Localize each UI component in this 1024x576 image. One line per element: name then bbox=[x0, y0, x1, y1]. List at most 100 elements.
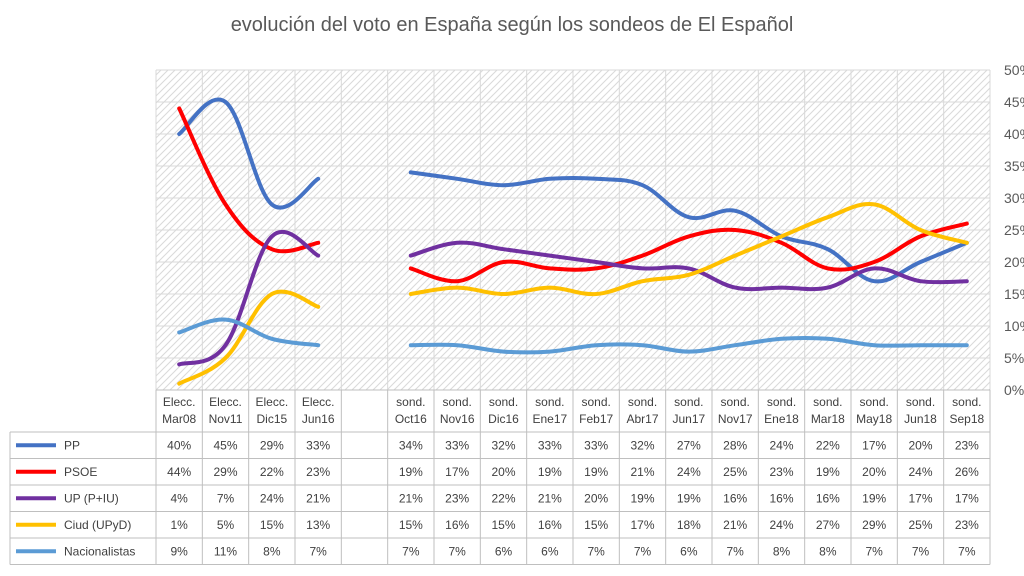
data-label: 7% bbox=[217, 491, 235, 505]
category-label-top: sond. bbox=[767, 395, 796, 409]
category-label-top: sond. bbox=[859, 395, 888, 409]
y-tick-label: 30% bbox=[1004, 190, 1024, 206]
data-label: 9% bbox=[170, 544, 188, 558]
data-label: 7% bbox=[587, 544, 605, 558]
data-label: 19% bbox=[399, 465, 423, 479]
data-label: 21% bbox=[630, 465, 654, 479]
data-label: 22% bbox=[260, 465, 284, 479]
data-label: 45% bbox=[213, 438, 237, 452]
category-label-top: Elecc. bbox=[255, 395, 288, 409]
category-label-top: sond. bbox=[628, 395, 657, 409]
category-label-top: Elecc. bbox=[163, 395, 196, 409]
data-label: 22% bbox=[491, 491, 515, 505]
legend-label: PSOE bbox=[64, 465, 97, 479]
data-label: 18% bbox=[677, 518, 701, 532]
category-label-bottom: Dic15 bbox=[256, 412, 287, 426]
category-label-top: sond. bbox=[581, 395, 610, 409]
data-label: 21% bbox=[399, 491, 423, 505]
data-label: 20% bbox=[584, 491, 608, 505]
data-label: 15% bbox=[491, 518, 515, 532]
series-line-pp bbox=[177, 97, 321, 210]
data-label: 33% bbox=[306, 438, 330, 452]
data-label: 17% bbox=[445, 465, 469, 479]
category-label-bottom: Nov16 bbox=[440, 412, 475, 426]
y-tick-label: 5% bbox=[1004, 350, 1024, 366]
data-label: 29% bbox=[213, 465, 237, 479]
y-tick-label: 35% bbox=[1004, 158, 1024, 174]
data-label: 19% bbox=[630, 491, 654, 505]
data-label: 7% bbox=[448, 544, 466, 558]
category-label-bottom: Abr17 bbox=[626, 412, 658, 426]
chart-title: evolución del voto en España según los s… bbox=[230, 14, 794, 36]
data-label: 7% bbox=[726, 544, 744, 558]
category-label-bottom: Sep18 bbox=[949, 412, 984, 426]
data-label: 17% bbox=[955, 491, 979, 505]
data-label: 25% bbox=[908, 518, 932, 532]
data-label: 16% bbox=[769, 491, 793, 505]
series-line-ciud-upyd bbox=[408, 202, 969, 297]
y-tick-label: 40% bbox=[1004, 126, 1024, 142]
data-label: 24% bbox=[908, 465, 932, 479]
category-label-top: sond. bbox=[720, 395, 749, 409]
data-label: 21% bbox=[538, 491, 562, 505]
legend-label: Ciud (UPyD) bbox=[64, 518, 131, 532]
category-label-top: sond. bbox=[906, 395, 935, 409]
category-label-bottom: Feb17 bbox=[579, 412, 613, 426]
data-label: 26% bbox=[955, 465, 979, 479]
category-label-bottom: Mar18 bbox=[811, 412, 845, 426]
category-label-bottom: Ene17 bbox=[532, 412, 567, 426]
data-label: 25% bbox=[723, 465, 747, 479]
data-label: 7% bbox=[402, 544, 420, 558]
series-line-pp bbox=[408, 170, 969, 284]
category-label-bottom: Nov11 bbox=[209, 412, 243, 426]
data-label: 23% bbox=[769, 465, 793, 479]
data-label: 15% bbox=[399, 518, 423, 532]
data-label: 13% bbox=[306, 518, 330, 532]
data-label: 16% bbox=[538, 518, 562, 532]
category-label-bottom: Jun16 bbox=[302, 412, 335, 426]
series-line-up-p-iu bbox=[177, 229, 321, 367]
legend-label: Nacionalistas bbox=[64, 544, 135, 558]
category-label-bottom: Dic16 bbox=[488, 412, 519, 426]
data-label: 7% bbox=[309, 544, 327, 558]
data-label: 23% bbox=[955, 438, 979, 452]
y-tick-label: 45% bbox=[1004, 94, 1024, 110]
y-tick-label: 0% bbox=[1004, 382, 1024, 398]
category-label-top: sond. bbox=[489, 395, 518, 409]
series-line-psoe bbox=[177, 106, 321, 254]
category-label-bottom: Nov17 bbox=[718, 412, 753, 426]
series-line-up-p-iu bbox=[408, 240, 969, 292]
data-label: 7% bbox=[912, 544, 930, 558]
series-lines bbox=[177, 97, 969, 386]
data-label: 22% bbox=[816, 438, 840, 452]
category-label-bottom: Oct16 bbox=[395, 412, 427, 426]
data-label: 27% bbox=[677, 438, 701, 452]
data-label: 15% bbox=[584, 518, 608, 532]
series-line-nacionalistas bbox=[177, 317, 321, 348]
legend-label: UP (P+IU) bbox=[64, 491, 119, 505]
data-label: 19% bbox=[584, 465, 608, 479]
data-label: 17% bbox=[862, 438, 886, 452]
data-label: 24% bbox=[769, 438, 793, 452]
data-label: 29% bbox=[862, 518, 886, 532]
data-label: 21% bbox=[723, 518, 747, 532]
category-label-top: sond. bbox=[442, 395, 471, 409]
data-label: 7% bbox=[634, 544, 652, 558]
category-label-bottom: Mar08 bbox=[162, 412, 196, 426]
data-label: 23% bbox=[445, 491, 469, 505]
data-label: 19% bbox=[538, 465, 562, 479]
data-label: 6% bbox=[680, 544, 698, 558]
data-label: 33% bbox=[584, 438, 608, 452]
data-label: 28% bbox=[723, 438, 747, 452]
category-label-bottom: Jun18 bbox=[904, 412, 937, 426]
data-label: 5% bbox=[217, 518, 235, 532]
data-label: 7% bbox=[865, 544, 883, 558]
category-label-top: sond. bbox=[535, 395, 564, 409]
data-label: 1% bbox=[170, 518, 188, 532]
data-table: Elecc. Mar08 Elecc. Nov11 Elecc. Dic15 Elecc. J… bbox=[9, 389, 991, 565]
data-label: 6% bbox=[541, 544, 559, 558]
y-tick-label: 10% bbox=[1004, 318, 1024, 334]
data-label: 19% bbox=[816, 465, 840, 479]
data-label: 24% bbox=[769, 518, 793, 532]
